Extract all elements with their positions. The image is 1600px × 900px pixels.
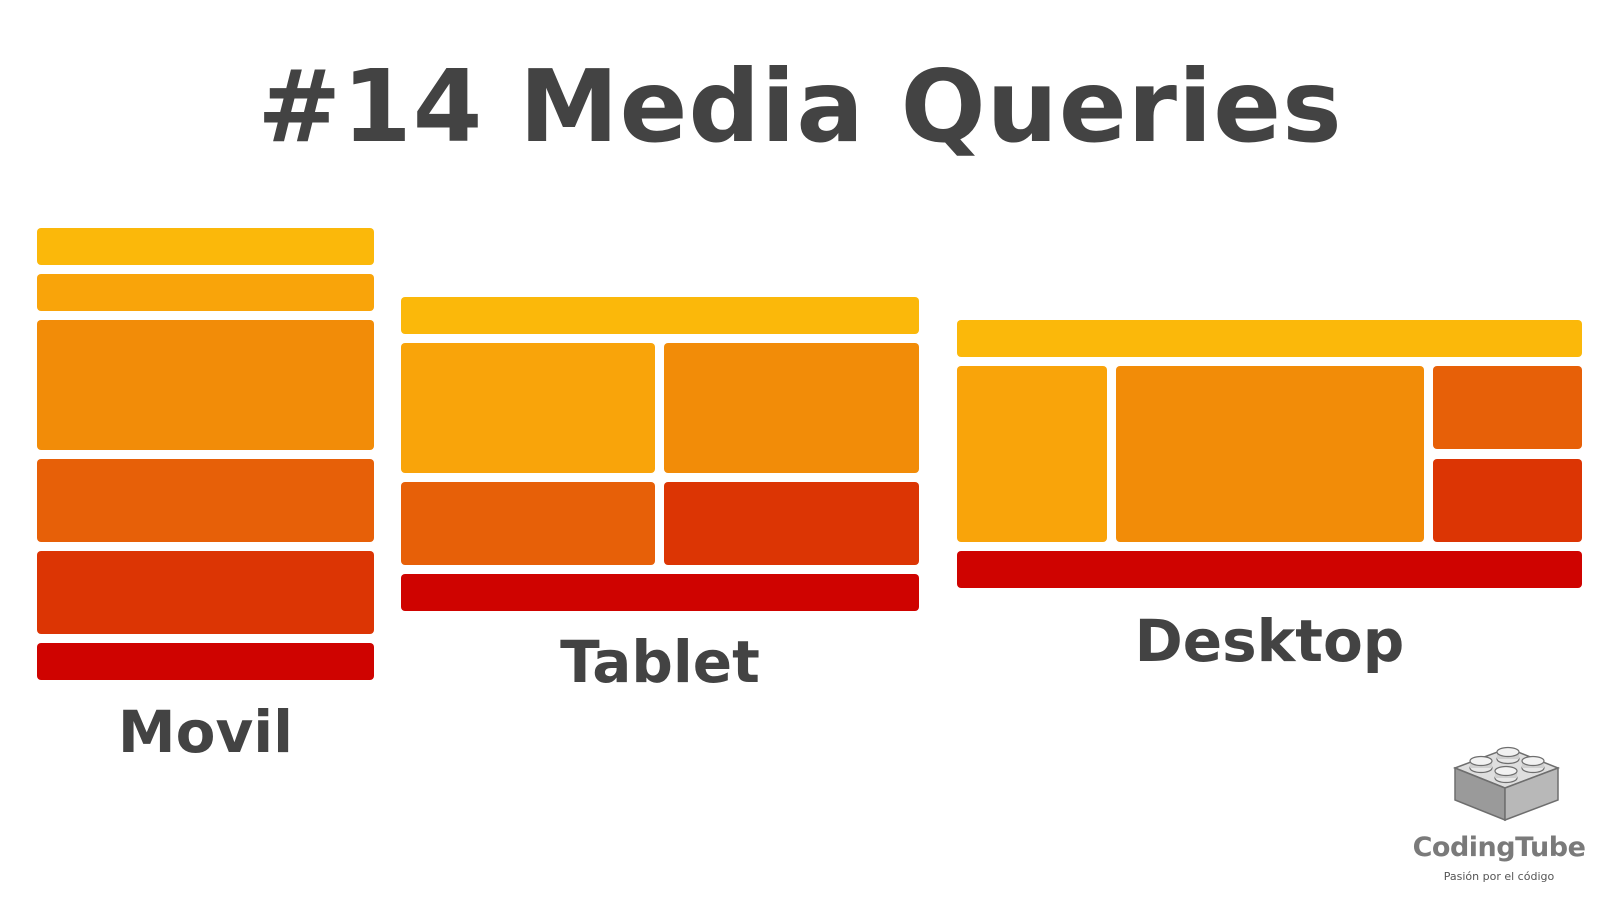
mobile-aside-block	[37, 551, 374, 634]
tablet-section-block	[401, 482, 655, 565]
mobile-nav-block	[37, 274, 374, 311]
page-title: #14 Media Queries	[257, 48, 1343, 165]
tablet-main-block	[664, 343, 919, 473]
tablet-label: Tablet	[560, 628, 760, 696]
brand-tagline: Pasión por el código	[1443, 870, 1555, 883]
mobile-label: Movil	[117, 698, 294, 766]
desktop-header-block	[957, 320, 1582, 357]
desktop-nav-block	[957, 366, 1107, 542]
tablet-nav-block	[401, 343, 655, 473]
mobile-footer-block	[37, 643, 374, 680]
codingtube-logo: CodingTube Pasión por el código	[1404, 744, 1594, 894]
tablet-aside-block	[664, 482, 919, 565]
mobile-section-block	[37, 459, 374, 542]
desktop-section-block	[1433, 366, 1582, 449]
desktop-main-block	[1116, 366, 1424, 542]
mobile-main-block	[37, 320, 374, 450]
desktop-aside-block	[1433, 459, 1582, 542]
desktop-label: Desktop	[1134, 607, 1405, 675]
mobile-header-block	[37, 228, 374, 265]
tablet-footer-block	[401, 574, 919, 611]
lego-brick-icon	[1452, 746, 1561, 822]
desktop-footer-block	[957, 551, 1582, 588]
tablet-header-block	[401, 297, 919, 334]
brand-name: CodingTube	[1412, 832, 1586, 863]
